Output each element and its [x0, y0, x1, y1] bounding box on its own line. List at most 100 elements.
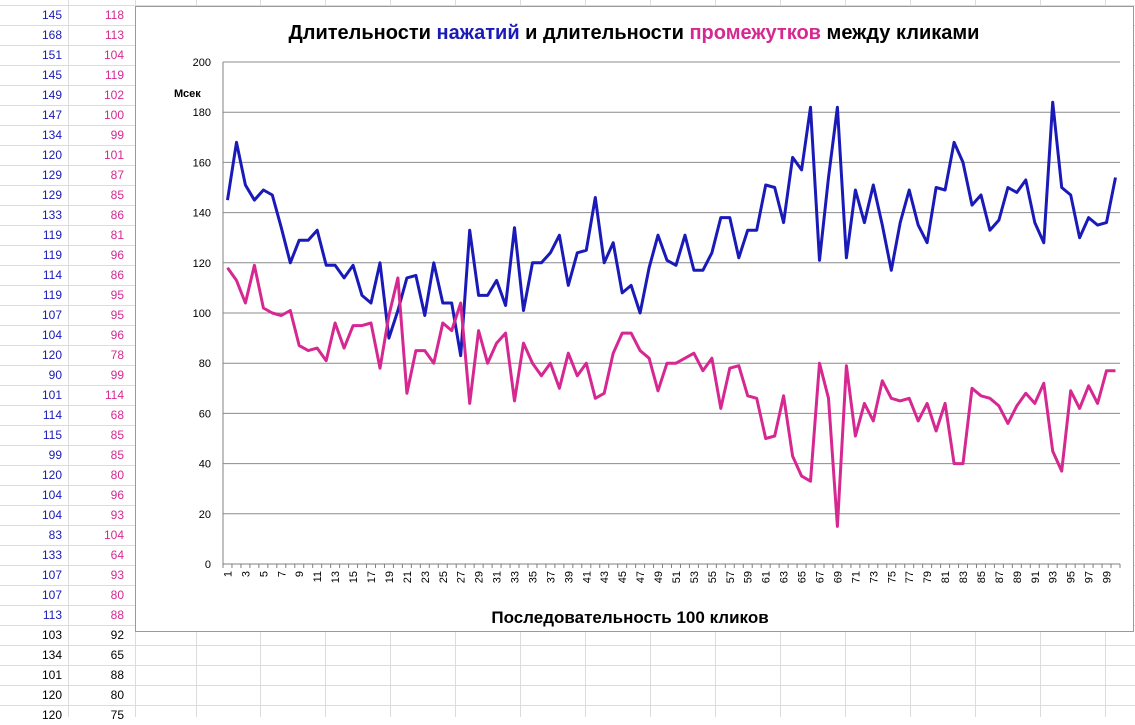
sheet-cell-gap[interactable]: 118	[104, 8, 124, 22]
sheet-cell-press[interactable]: 103	[41, 628, 62, 642]
sheet-cell-gap[interactable]: 104	[103, 48, 124, 62]
sheet-cell-gap[interactable]: 87	[110, 168, 124, 182]
sheet-cell-press[interactable]: 115	[42, 428, 62, 442]
x-tick-label: 5	[258, 571, 270, 577]
sheet-cell-press[interactable]: 145	[41, 68, 62, 82]
sheet-cell-gap[interactable]: 95	[110, 308, 124, 322]
x-tick-label: 61	[761, 571, 773, 583]
sheet-cell-gap[interactable]: 75	[110, 708, 124, 722]
x-tick-label: 17	[366, 571, 378, 583]
sheet-cell-press[interactable]: 129	[41, 188, 62, 202]
sheet-cell-press[interactable]: 134	[41, 128, 62, 142]
sheet-cell-gap[interactable]: 101	[103, 148, 124, 162]
sheet-cell-press[interactable]: 104	[41, 328, 62, 342]
sheet-cell-press[interactable]: 119	[42, 288, 62, 302]
x-tick-label: 87	[994, 571, 1006, 583]
x-tick-label: 91	[1030, 571, 1042, 583]
sheet-cell-press[interactable]: 83	[48, 528, 62, 542]
sheet-cell-gap[interactable]: 81	[110, 228, 124, 242]
sheet-cell-gap[interactable]: 85	[110, 188, 124, 202]
sheet-cell-press[interactable]: 120	[41, 688, 62, 702]
sheet-cell-gap[interactable]: 102	[103, 88, 124, 102]
sheet-cell-press[interactable]: 104	[41, 508, 62, 522]
sheet-cell-gap[interactable]: 93	[110, 568, 124, 582]
sheet-cell-gap[interactable]: 113	[104, 28, 124, 42]
sheet-cell-gap[interactable]: 96	[110, 248, 124, 262]
x-tick-label: 99	[1102, 571, 1114, 583]
sheet-cell-press[interactable]: 90	[48, 368, 62, 382]
sheet-cell-gap[interactable]: 92	[110, 628, 124, 642]
sheet-cell-press[interactable]: 133	[41, 548, 62, 562]
chart-title-part: между кликами	[821, 22, 980, 44]
sheet-cell-press[interactable]: 101	[41, 388, 62, 402]
x-tick-label: 43	[599, 571, 611, 583]
sheet-cell-gap[interactable]: 88	[110, 668, 124, 682]
series-line-gap-durations	[226, 263, 1116, 528]
sheet-cell-press[interactable]: 120	[41, 148, 62, 162]
y-tick-label: 100	[193, 308, 211, 320]
y-tick-label: 0	[205, 559, 211, 571]
sheet-cell-press[interactable]: 120	[41, 468, 62, 482]
sheet-cell-gap[interactable]: 86	[110, 208, 124, 222]
y-axis-ticks: 0 20 40 60 80 100 120 140 160 180 200	[193, 57, 211, 571]
sheet-cell-press[interactable]: 114	[42, 408, 62, 422]
sheet-cell-gap[interactable]: 64	[110, 548, 124, 562]
sheet-cell-press[interactable]: 145	[41, 8, 62, 22]
sheet-cell-gap[interactable]: 114	[104, 388, 124, 402]
y-tick-label: 120	[193, 258, 211, 270]
sheet-cell-press[interactable]: 133	[41, 208, 62, 222]
sheet-cell-press[interactable]: 134	[41, 648, 62, 662]
sheet-cell-press[interactable]: 147	[41, 108, 62, 122]
sheet-cell-gap[interactable]: 93	[110, 508, 124, 522]
sheet-cell-gap[interactable]: 80	[110, 468, 124, 482]
sheet-cell-press[interactable]: 107	[41, 568, 62, 582]
sheet-cell-press[interactable]: 101	[41, 668, 62, 682]
x-tick-label: 49	[653, 571, 665, 583]
x-tick-label: 31	[492, 571, 504, 583]
y-tick-label: 20	[199, 509, 211, 521]
sheet-cell-gap[interactable]: 99	[110, 128, 124, 142]
x-tick-label: 25	[438, 571, 450, 583]
sheet-cell-press[interactable]: 120	[41, 348, 62, 362]
sheet-cell-gap[interactable]: 65	[110, 648, 124, 662]
sheet-cell-gap[interactable]: 99	[110, 368, 124, 382]
sheet-cell-press[interactable]: 168	[41, 28, 62, 42]
sheet-cell-press[interactable]: 99	[48, 448, 62, 462]
sheet-cell-press[interactable]: 119	[42, 228, 62, 242]
sheet-cell-press[interactable]: 107	[41, 308, 62, 322]
sheet-cell-gap[interactable]: 86	[110, 268, 124, 282]
sheet-cell-gap[interactable]: 85	[110, 448, 124, 462]
x-tick-label: 71	[850, 571, 862, 583]
x-tick-label: 93	[1048, 571, 1060, 583]
chart-title: Длительности нажатий и длительности пром…	[289, 22, 980, 44]
sheet-cell-press[interactable]: 120	[41, 708, 62, 722]
x-tick-label: 9	[294, 571, 306, 577]
sheet-cell-press[interactable]: 149	[41, 88, 62, 102]
x-tick-label: 21	[402, 571, 414, 583]
sheet-cell-gap[interactable]: 96	[110, 328, 124, 342]
sheet-cell-press[interactable]: 107	[41, 588, 62, 602]
x-tick-label: 19	[384, 571, 396, 583]
sheet-cell-gap[interactable]: 85	[110, 428, 124, 442]
sheet-cell-press[interactable]: 104	[41, 488, 62, 502]
sheet-cell-press[interactable]: 129	[41, 168, 62, 182]
sheet-cell-gap[interactable]: 78	[110, 348, 124, 362]
sheet-cell-gap[interactable]: 80	[110, 588, 124, 602]
sheet-cell-gap[interactable]: 95	[110, 288, 124, 302]
y-tick-label: 160	[193, 157, 211, 169]
sheet-cell-gap[interactable]: 100	[103, 108, 124, 122]
sheet-cell-press[interactable]: 113	[42, 608, 62, 622]
sheet-cell-press[interactable]: 151	[41, 48, 62, 62]
sheet-cell-gap[interactable]: 68	[110, 408, 124, 422]
sheet-cell-gap[interactable]: 88	[110, 608, 124, 622]
sheet-cell-gap[interactable]: 104	[103, 528, 124, 542]
y-tick-label: 140	[193, 208, 211, 220]
sheet-cell-press[interactable]: 119	[42, 248, 62, 262]
sheet-cell-press[interactable]: 114	[42, 268, 62, 282]
line-chart: Длительности нажатий и длительности пром…	[174, 22, 1121, 627]
sheet-cell-gap[interactable]: 96	[110, 488, 124, 502]
sheet-cell-gap[interactable]: 119	[104, 68, 124, 82]
sheet-cell-gap[interactable]: 80	[110, 688, 124, 702]
chart-area[interactable]: Длительности нажатий и длительности пром…	[135, 6, 1134, 632]
x-tick-label: 1	[222, 571, 234, 577]
